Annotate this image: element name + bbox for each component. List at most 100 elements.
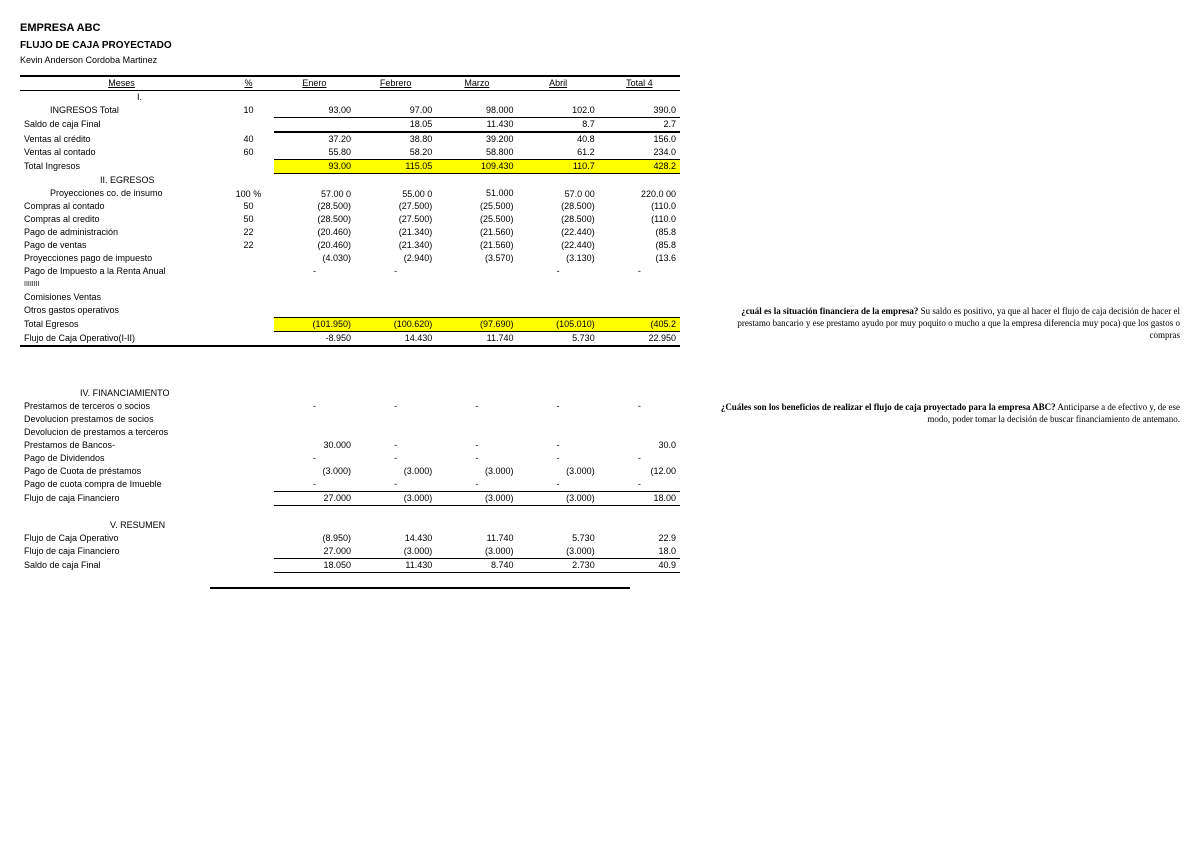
note-1: ¿cuál es la situación financiera de la e… (710, 305, 1180, 341)
cell-v: - (355, 452, 436, 465)
cell-pct: 40 (223, 132, 274, 146)
cell-v: 30.000 (274, 439, 355, 452)
cell-v: 109.430 (436, 160, 517, 174)
author-name: Kevin Anderson Cordoba Martinez (20, 55, 1180, 65)
cell-v: 5.730 (517, 332, 598, 347)
cell-v: (21.560) (436, 239, 517, 252)
cell-pct: 50 (223, 213, 274, 226)
cell-v: (3.130) (517, 252, 598, 265)
section-5-row: V. RESUMEN (20, 519, 680, 532)
section-2-label: II. EGRESOS (20, 174, 223, 188)
cell-v: (28.500) (517, 213, 598, 226)
cell-v: 18.00 (599, 492, 680, 506)
cell-v: 97.00 (355, 104, 436, 118)
row-prest-terceros: Prestamos de terceros o socios - - - - - (20, 400, 680, 413)
cell-v: 40.8 (517, 132, 598, 146)
cell-v: 93.00 (274, 160, 355, 174)
section-2-row: II. EGRESOS (20, 174, 680, 188)
cell-v: (97.690) (436, 318, 517, 332)
cell-label: Pago de Dividendos (20, 452, 223, 465)
cell-v: 57.0 00 (517, 187, 598, 200)
cell-v: - (517, 265, 598, 278)
col-hdr-m4: Abril (517, 76, 598, 91)
row-prest-bancos: Prestamos de Bancos- 30.000 - - - 30.0 (20, 439, 680, 452)
cell-v: 11.430 (355, 559, 436, 573)
cell-v: 11.740 (436, 332, 517, 347)
row-proy-insumo: Proyecciones co. de insumo 100 % 57.00 0… (20, 187, 680, 200)
row-flujo-op: Flujo de Caja Operativo(I-II) -8.950 14.… (20, 332, 680, 347)
cell-label: Total Egresos (20, 318, 223, 332)
cell-v: (3.000) (517, 492, 598, 506)
cell-v: - (355, 478, 436, 492)
cell-label: Ventas al contado (20, 146, 223, 160)
cell-label: Pago de ventas (20, 239, 223, 252)
cell-v: - (599, 478, 680, 492)
cell-v: (3.000) (355, 465, 436, 478)
cell-v: 428.2 (599, 160, 680, 174)
company-name: EMPRESA ABC (20, 22, 1180, 34)
cell-v: 220.0 00 (599, 187, 680, 200)
cell-v: - (355, 400, 436, 413)
cell-v: 110.7 (517, 160, 598, 174)
cell-v: 27.000 (274, 492, 355, 506)
row-otros: Otros gastos operativos (20, 304, 680, 318)
cell-pct: 60 (223, 146, 274, 160)
col-hdr-m3: Marzo (436, 76, 517, 91)
cell-v: - (436, 439, 517, 452)
cell-v: - (355, 265, 436, 278)
cell-v: 14.430 (355, 332, 436, 347)
cell-label: Total Ingresos (20, 160, 223, 174)
cell-v: 55.00 0 (355, 187, 436, 200)
col-hdr-pct: % (223, 76, 274, 91)
spacer-row (20, 506, 680, 520)
cashflow-table-wrap: Meses % Enero Febrero Marzo Abril Total … (20, 75, 680, 589)
col-hdr-m1: Enero (274, 76, 355, 91)
cell-v: 156.0 (599, 132, 680, 146)
cell-v: (100.620) (355, 318, 436, 332)
cell-v: 8.740 (436, 559, 517, 573)
note-2: ¿Cuáles son los beneficios de realizar e… (710, 401, 1180, 425)
cell-v: (21.340) (355, 239, 436, 252)
cell-label: Otros gastos operativos (20, 304, 223, 318)
cell-v: (3.000) (517, 465, 598, 478)
section-4-row: IV. FINANCIAMIENTO (20, 387, 680, 400)
row-dev-socios: Devolucion prestamos de socios (20, 413, 680, 426)
cell-v: 37.20 (274, 132, 355, 146)
cell-label: Pago de Impuesto a la Renta Anual (20, 265, 223, 278)
col-hdr-m2: Febrero (355, 76, 436, 91)
cell-v: (22.440) (517, 239, 598, 252)
cell-label: Compras al credito (20, 213, 223, 226)
cell-pct: 50 (223, 200, 274, 213)
cell-v: 18.050 (274, 559, 355, 573)
section-4-label: IV. FINANCIAMIENTO (20, 387, 223, 400)
row-proy-impuesto: Proyecciones pago de impuesto (4.030) (2… (20, 252, 680, 265)
cell-v: 18.05 (355, 118, 436, 133)
cell-v: (3.000) (355, 545, 436, 559)
cell-v: (85.8 (599, 239, 680, 252)
cell-v: 2.730 (517, 559, 598, 573)
cell-label: Devolucion prestamos de socios (20, 413, 223, 426)
cell-v: 40.9 (599, 559, 680, 573)
cell-v: - (436, 452, 517, 465)
cell-v: 98.000 (436, 104, 517, 118)
bottom-rule (210, 587, 630, 589)
cell-label: Pago de cuota compra de Imueble (20, 478, 223, 492)
cell-v: 58.20 (355, 146, 436, 160)
cell-v: (3.570) (436, 252, 517, 265)
cell-pct: 22 (223, 239, 274, 252)
note-2-question: ¿Cuáles son los beneficios de realizar e… (721, 402, 1056, 412)
cell-v: 51.000 (436, 187, 517, 200)
cell-label: Flujo de caja Financiero (20, 545, 223, 559)
cell-label: IIIIIIII (20, 278, 223, 291)
cell-v: (22.440) (517, 226, 598, 239)
cell-v: 58.800 (436, 146, 517, 160)
row-pago-cuota-inmueble: Pago de cuota compra de Imueble - - - - … (20, 478, 680, 492)
cell-v: (25.500) (436, 200, 517, 213)
cell-v: - (599, 265, 680, 278)
cell-v: (12.00 (599, 465, 680, 478)
cell-v: (21.560) (436, 226, 517, 239)
cell-label: Prestamos de terceros o socios (20, 400, 223, 413)
cell-pct: 100 % (223, 187, 274, 200)
row-comisiones: Comisiones Ventas (20, 291, 680, 304)
row-total-egresos: Total Egresos (101.950) (100.620) (97.69… (20, 318, 680, 332)
